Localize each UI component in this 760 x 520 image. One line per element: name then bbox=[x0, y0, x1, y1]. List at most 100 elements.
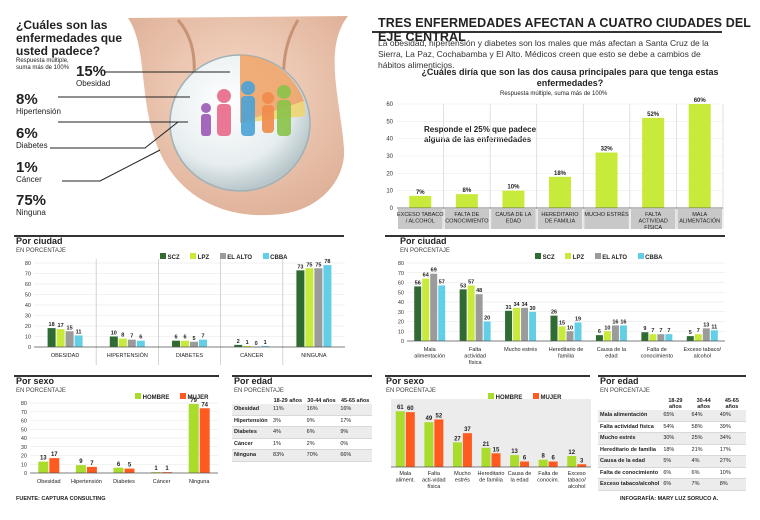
bar-lpz bbox=[422, 278, 430, 341]
data-label: 15 bbox=[67, 325, 73, 331]
data-label: 17 bbox=[51, 452, 58, 458]
table-row: Cáncer 1% 2% 0% bbox=[232, 438, 372, 450]
legend-item-diabetes: 6% Diabetes bbox=[16, 126, 48, 150]
data-label: 5 bbox=[689, 330, 692, 336]
y-tick-label: 20 bbox=[386, 171, 393, 177]
data-label: 75 bbox=[315, 262, 321, 268]
th-r-18-29: 18-29 años bbox=[668, 398, 683, 410]
question-diseases: ¿Cuáles son las enfermedades que usted p… bbox=[16, 18, 123, 58]
x-tick-label: Causa de bbox=[508, 471, 532, 477]
x-tick-label: física bbox=[469, 360, 483, 366]
bar-mujer bbox=[86, 466, 97, 473]
sub-pct-sexo-right: EN PORCENTAJE bbox=[386, 388, 436, 394]
x-tick-label: Exceso tabaco/ bbox=[683, 347, 721, 353]
table-row: Exceso tabaco/alcohol 6% 7% 8% bbox=[598, 478, 746, 491]
bar-el-alto bbox=[566, 331, 574, 341]
legend-mujer-r: MUJER bbox=[532, 393, 561, 401]
bar-cbba bbox=[483, 321, 491, 341]
bar-scz bbox=[234, 344, 243, 347]
data-label: 0 bbox=[255, 341, 258, 347]
data-label: 20 bbox=[484, 316, 490, 322]
x-tick-label: CAUSA DE LA bbox=[495, 212, 531, 218]
data-label: 64 bbox=[423, 273, 430, 279]
sub-pct-sexo-left: EN PORCENTAJE bbox=[16, 388, 66, 394]
y-tick-label: 80 bbox=[25, 261, 31, 267]
legend-cbba: CBBA bbox=[262, 253, 288, 261]
data-label: 9 bbox=[79, 459, 83, 465]
legend-mujer: MUJER bbox=[179, 393, 208, 401]
question-causes: ¿Cuáles diría que son las dos causa prin… bbox=[421, 67, 719, 88]
x-tick-label: Falta bbox=[469, 347, 482, 353]
data-label: 6 bbox=[117, 462, 121, 468]
y-tick-label: 10 bbox=[21, 462, 27, 468]
x-tick-label: Mucho bbox=[454, 471, 471, 477]
data-label: 15 bbox=[559, 320, 565, 326]
data-label: 5 bbox=[128, 463, 132, 469]
bar-lpz bbox=[558, 326, 566, 341]
x-tick-label: física bbox=[427, 484, 441, 490]
data-label: 16 bbox=[620, 319, 626, 325]
x-tick-label: Mucho estrés bbox=[504, 347, 537, 353]
x-tick-label: CÁNCER bbox=[240, 352, 263, 359]
bar-scz bbox=[414, 286, 422, 341]
y-tick-label: 20 bbox=[25, 324, 31, 330]
footer-credit: INFOGRAFÍA: MARY LUZ SORUCO A. bbox=[620, 496, 719, 502]
data-label: 11 bbox=[711, 324, 717, 330]
data-label: 6 bbox=[551, 456, 555, 462]
data-label: 10 bbox=[111, 331, 117, 337]
legend-city-right: SCZ LPZ EL ALTO CBBA bbox=[535, 246, 663, 264]
data-label: 61 bbox=[397, 405, 404, 411]
rule-sexo-right bbox=[385, 375, 590, 377]
bar-hombre bbox=[188, 403, 199, 473]
sub-pct-ciudad-left: EN PORCENTAJE bbox=[16, 248, 66, 254]
data-label: 2 bbox=[237, 339, 240, 345]
x-tick-label: ALIMENTACIÓN bbox=[679, 218, 720, 225]
bar-hombre bbox=[510, 455, 520, 467]
bar-hombre bbox=[538, 459, 548, 467]
y-tick-label: 30 bbox=[21, 445, 27, 451]
x-tick-label: FÍSICA bbox=[644, 224, 662, 231]
hands-sphere-illustration bbox=[128, 16, 348, 216]
y-tick-label: 20 bbox=[21, 454, 27, 460]
x-tick-label: actividad bbox=[464, 354, 486, 360]
bar-scz bbox=[641, 332, 649, 341]
x-tick-label: alimentación bbox=[414, 354, 445, 360]
data-label: 1 bbox=[246, 340, 249, 346]
y-tick-label: 30 bbox=[25, 314, 31, 320]
category-band bbox=[630, 209, 676, 229]
bar-mujer bbox=[462, 433, 472, 467]
x-tick-label: MALA bbox=[692, 212, 707, 218]
data-label: 73 bbox=[297, 264, 303, 270]
rule-bottom-sexo-left bbox=[14, 375, 219, 377]
bar-cbba bbox=[74, 335, 83, 347]
callout-25pct: Responde el 25% que padece alguna de las… bbox=[424, 125, 537, 144]
y-tick-label: 60 bbox=[21, 419, 27, 425]
bar-cbba bbox=[665, 334, 673, 341]
x-tick-label: edad bbox=[605, 354, 617, 360]
data-label: 37 bbox=[464, 427, 471, 433]
y-tick-label: 40 bbox=[398, 300, 404, 306]
legend-hombre-r: HOMBRE bbox=[488, 393, 522, 401]
x-tick-label: alcohol bbox=[694, 354, 711, 360]
bar-hombre bbox=[113, 467, 124, 473]
bar-scz bbox=[296, 270, 305, 347]
legend-hombre: HOMBRE bbox=[135, 393, 169, 401]
x-tick-label: ACTIVIDAD bbox=[638, 219, 667, 225]
bar-mujer bbox=[49, 458, 60, 473]
x-tick-label: / ALCOHOL bbox=[406, 219, 435, 225]
table-row: Hereditario de familia 18% 21% 17% bbox=[598, 444, 746, 456]
label-obesidad: Obesidad bbox=[76, 79, 111, 88]
data-label: 30 bbox=[530, 306, 536, 312]
bar-lpz bbox=[305, 268, 314, 347]
data-label: 52% bbox=[647, 112, 660, 118]
bar-mujer bbox=[124, 468, 135, 473]
data-label: 5 bbox=[192, 336, 195, 342]
table-row: Mala alimentación 65% 64% 49% bbox=[598, 410, 746, 422]
bar-el-alto bbox=[657, 334, 665, 341]
bar-hombre bbox=[395, 411, 405, 467]
bar-el-alto bbox=[190, 341, 198, 347]
data-label: 6 bbox=[598, 329, 601, 335]
legend-sex-right: HOMBRE MUJER bbox=[488, 386, 561, 404]
data-label: 13 bbox=[511, 449, 518, 455]
bar-cbba bbox=[323, 265, 332, 347]
